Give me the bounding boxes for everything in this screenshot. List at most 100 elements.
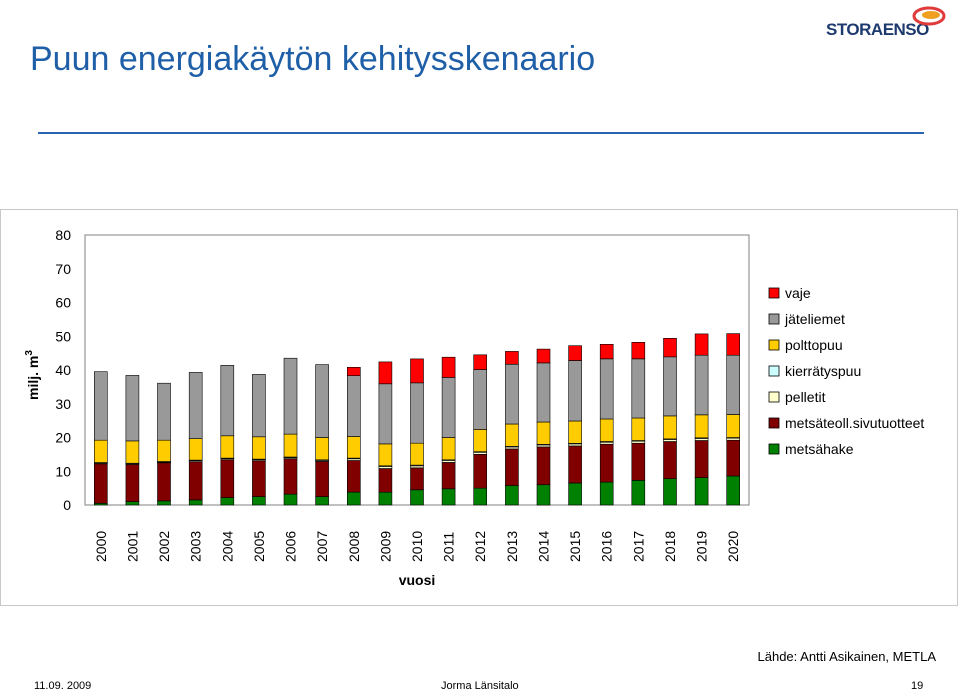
bar-segment (505, 364, 519, 425)
legend-label: vaje (785, 285, 811, 301)
bar-segment (410, 382, 424, 444)
bar-segment (315, 364, 329, 438)
legend-swatch (768, 417, 780, 429)
bar-segment (410, 358, 424, 384)
bar-segment (473, 429, 488, 452)
x-tick-label: 2012 (472, 531, 488, 562)
source-note: Lähde: Antti Asikainen, METLA (757, 649, 937, 664)
bar-segment (631, 480, 646, 506)
bar-segment (315, 496, 329, 506)
bar-segment (378, 361, 393, 385)
bar-segment (536, 348, 551, 364)
bar-segment (473, 454, 488, 489)
bar-segment (599, 344, 614, 360)
bar-segment (378, 491, 393, 506)
y-tick-label: 10 (55, 463, 71, 479)
x-tick-label: 2009 (377, 531, 393, 562)
bar-segment (663, 338, 677, 358)
bar-segment (726, 475, 741, 506)
storaenso-logo: STORAENSO (826, 6, 952, 40)
bar-segment (94, 371, 108, 441)
bar-segment (599, 418, 614, 442)
x-tick-label: 2007 (314, 531, 330, 562)
legend-swatch (768, 313, 780, 325)
legend-label: jäteliemet (784, 311, 845, 327)
x-tick-label: 2003 (188, 531, 204, 562)
bar-segment (536, 421, 551, 445)
bar-segment (410, 489, 424, 506)
legend (759, 275, 955, 465)
legend-swatch (768, 391, 780, 403)
bar-segment (694, 477, 709, 506)
bar-segment (473, 487, 488, 506)
y-tick-label: 50 (55, 328, 71, 344)
title-underline (38, 132, 924, 134)
y-tick-label: 0 (63, 497, 71, 513)
legend-swatch (768, 287, 780, 299)
bar-segment (220, 435, 235, 459)
bar-segment (378, 443, 393, 467)
bar-segment (410, 442, 424, 466)
bar-segment (663, 478, 677, 506)
x-tick-label: 2005 (251, 531, 267, 562)
bar-segment (410, 467, 424, 491)
bar-segment (157, 439, 171, 462)
bar-segment (631, 358, 646, 419)
bar-segment (631, 442, 646, 481)
bar-segment (663, 415, 677, 440)
legend-swatch (768, 443, 780, 455)
bar-segment (599, 444, 614, 483)
y-axis-label: milj. m3 (24, 350, 41, 400)
stacked-bar-chart: 0 10 20 30 40 50 60 70 80 milj. m3 2000 2001 2002 200… (24, 227, 955, 588)
bar-segment (599, 358, 614, 420)
bar-segment (631, 417, 646, 441)
y-tick-label: 30 (55, 396, 71, 412)
bar-segment (283, 433, 298, 458)
legend-swatch (768, 339, 780, 351)
legend-label: pelletit (785, 389, 826, 405)
x-tick-label: 2001 (124, 531, 140, 562)
bar-segment (663, 356, 677, 417)
bar-segment (473, 354, 488, 370)
y-tick-label: 40 (55, 362, 71, 378)
bar-segment (125, 440, 140, 464)
bar-segment (378, 468, 393, 493)
bar-segment (694, 354, 709, 416)
bar-segment (694, 333, 709, 356)
bar-segment (252, 374, 266, 438)
bar-segment (188, 499, 203, 506)
footer-author: Jorma Länsitalo (441, 680, 519, 692)
bar-segment (536, 446, 551, 485)
bar-segment (568, 482, 582, 506)
bar-segment (346, 460, 361, 493)
bar-segment (315, 437, 329, 461)
footer-date: 11.09. 2009 (34, 680, 92, 692)
logo-text: STORAENSO (826, 20, 929, 39)
y-tick-label: 60 (55, 295, 71, 311)
x-tick-label: 2006 (283, 531, 299, 562)
bar-segment (536, 362, 551, 423)
x-tick-label: 2016 (599, 531, 615, 562)
bar-segment (125, 501, 140, 506)
bar-segment (188, 461, 203, 501)
bar-segment (441, 488, 456, 506)
chart-frame: 0 10 20 30 40 50 60 70 80 milj. m3 2000 2001 2002 200… (0, 209, 958, 606)
logo-swirl-icon (912, 6, 946, 26)
bar-segment (220, 459, 235, 498)
bar-segment (220, 365, 235, 437)
legend-label: polttopuu (785, 337, 843, 353)
bar-segment (568, 360, 582, 422)
bar-segment (157, 500, 171, 506)
bar-segment (346, 367, 361, 377)
y-axis-label-superscript: 3 (24, 350, 35, 356)
legend-label: metsähake (785, 441, 854, 457)
bar-segment (125, 375, 140, 442)
bar-segment (726, 414, 741, 438)
legend-swatch (768, 365, 780, 377)
bar-segment (505, 423, 519, 447)
x-tick-label: 2015 (567, 531, 583, 562)
y-tick-label: 80 (55, 227, 71, 243)
bar-segment (346, 375, 361, 437)
bar-segment (252, 436, 266, 460)
x-tick-label: 2004 (219, 531, 235, 562)
